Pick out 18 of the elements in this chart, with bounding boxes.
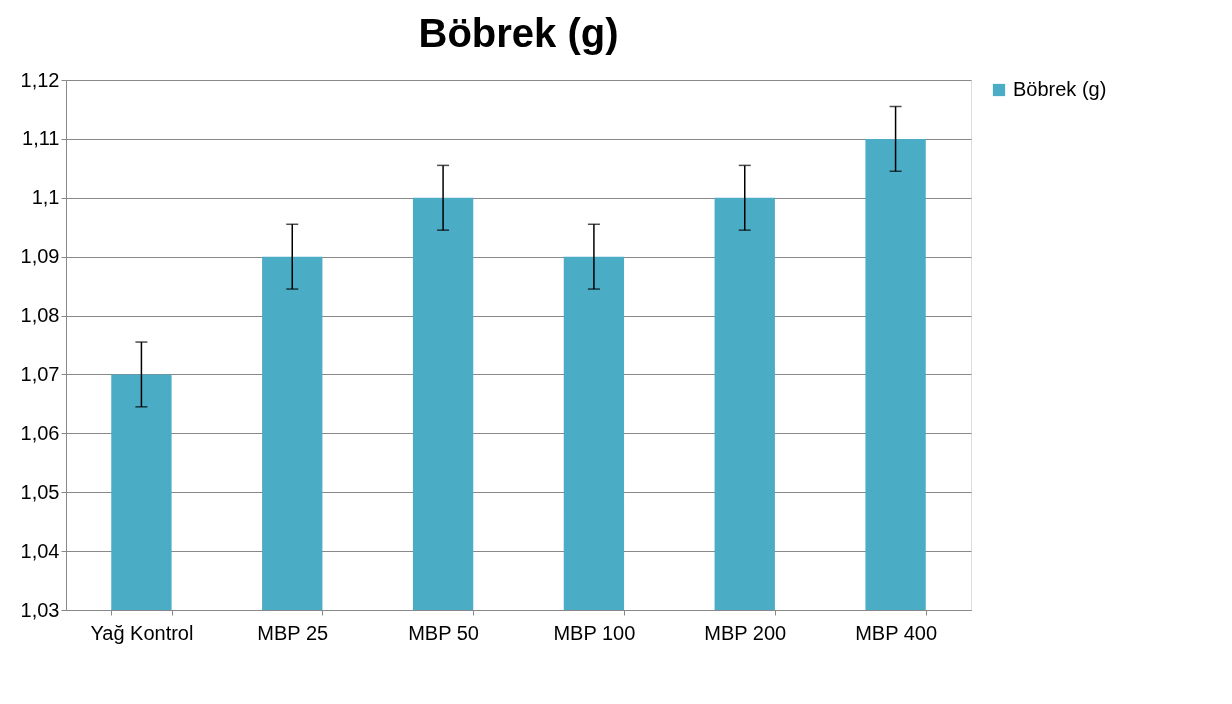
x-tick-label: MBP 400 (855, 621, 938, 644)
chart-title: Böbrek (g) (418, 11, 619, 55)
y-tick-label: 1,09 (20, 245, 60, 268)
y-tick-label: 1,05 (20, 480, 60, 503)
x-tick-label: MBP 100 (553, 621, 636, 644)
y-tick-label: 1,03 (20, 598, 60, 621)
y-tick-label: 1,12 (20, 68, 60, 91)
y-tick-label: 1,06 (20, 421, 60, 444)
y-tick-label: 1,11 (22, 127, 60, 150)
x-tick-label: MBP 50 (408, 621, 479, 644)
y-tick-label: 1,1 (31, 186, 60, 209)
y-tick-label: 1,08 (20, 304, 60, 327)
x-tick-label: MBP 200 (704, 621, 787, 644)
x-tick-label: MBP 25 (257, 621, 329, 644)
y-tick-label: 1,04 (20, 539, 60, 562)
y-tick-label: 1,07 (20, 362, 60, 385)
x-tick-label: Yağ Kontrol (90, 621, 194, 644)
legend-label: Böbrek (g) (1013, 78, 1107, 100)
